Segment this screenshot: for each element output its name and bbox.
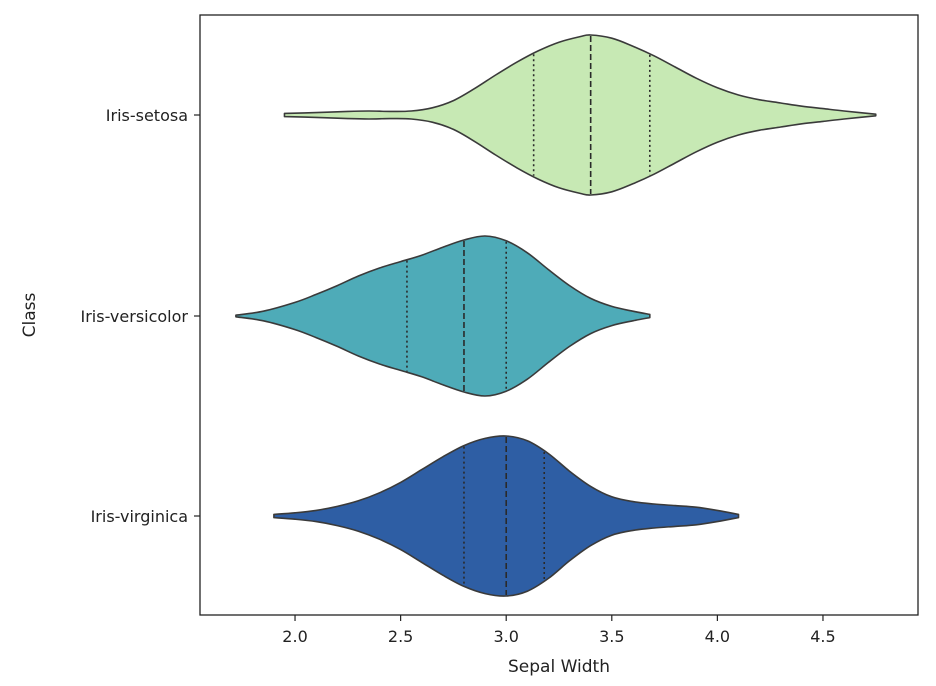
y-tick-label: Iris-versicolor	[81, 307, 189, 326]
y-axis: Iris-setosa Iris-versicolor Iris-virginica	[81, 106, 200, 526]
y-axis-label: Class	[20, 292, 40, 337]
y-tick-label: Iris-virginica	[91, 507, 188, 526]
x-tick-label: 3.5	[599, 627, 624, 646]
violin-iris-virginica	[273, 435, 740, 597]
plot-area	[235, 34, 877, 597]
axes-frame	[199, 14, 919, 616]
x-tick-label: 2.5	[388, 627, 413, 646]
x-tick-label: 4.0	[705, 627, 730, 646]
violin-iris-versicolor	[235, 235, 651, 397]
x-tick-label: 2.0	[282, 627, 307, 646]
x-tick-label: 3.0	[493, 627, 518, 646]
x-axis: 2.0 2.5 3.0 3.5 4.0 4.5	[282, 615, 836, 646]
violin-iris-setosa	[283, 34, 877, 196]
x-axis-label: Sepal Width	[508, 657, 610, 677]
x-tick-label: 4.5	[810, 627, 835, 646]
y-tick-label: Iris-setosa	[106, 106, 188, 125]
